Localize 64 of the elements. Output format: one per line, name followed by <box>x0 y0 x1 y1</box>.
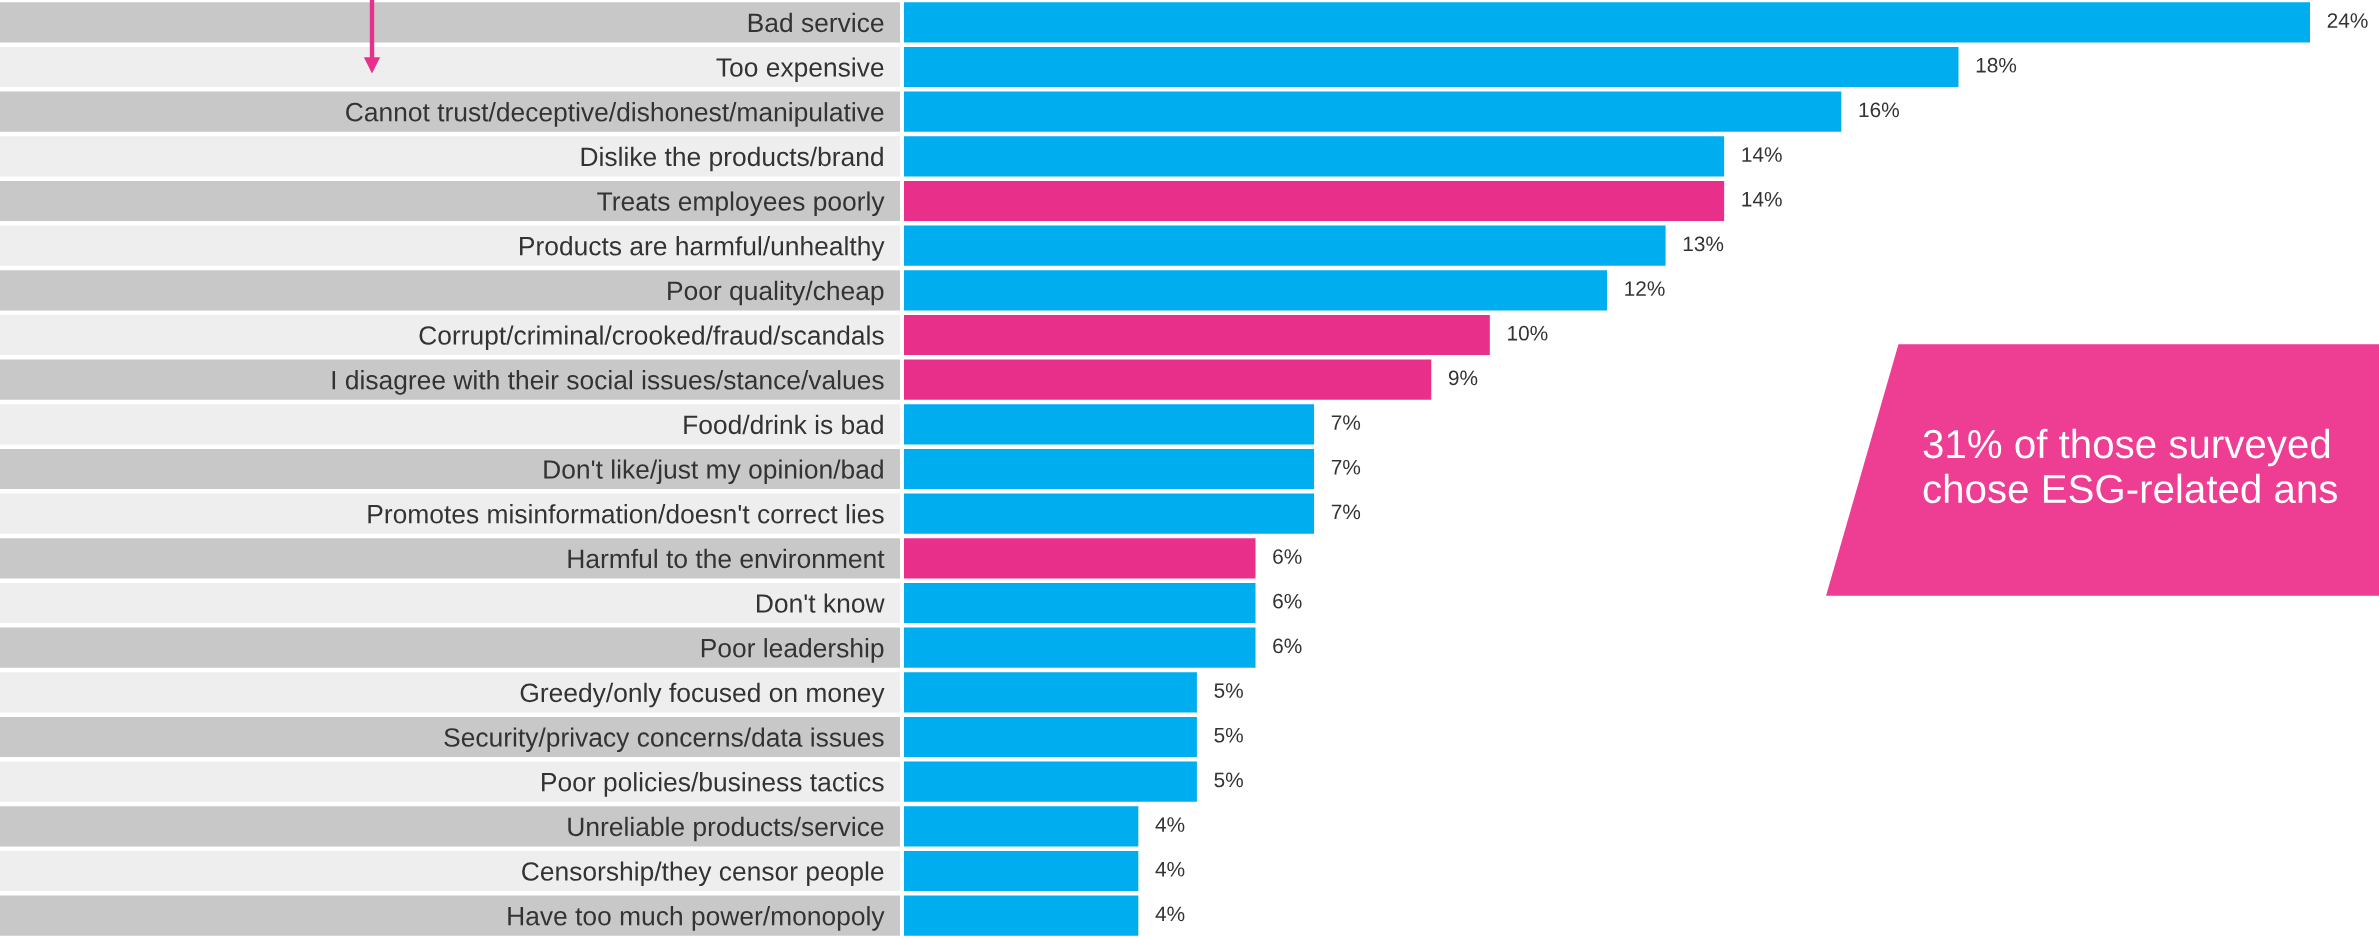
bar <box>904 359 1432 400</box>
data-label: 14% <box>1742 147 1782 162</box>
y-tick-label: Corrupt/criminal/crooked/fraud/scandals <box>419 325 884 351</box>
y-tick-label: Poor quality/cheap <box>668 280 884 306</box>
data-label: 4% <box>1155 817 1185 832</box>
bar <box>904 716 1197 758</box>
bar <box>904 761 1197 802</box>
y-tick-label: Poor policies/business tactics <box>542 772 884 797</box>
y-tick-label: Unreliable products/service <box>568 816 884 842</box>
data-label: 9% <box>1448 370 1478 386</box>
y-tick-label: Bad service <box>748 12 884 33</box>
bar <box>904 850 1139 892</box>
data-label: 6% <box>1273 638 1302 654</box>
bar <box>904 582 1256 624</box>
data-label: 14% <box>1742 191 1782 207</box>
bar <box>904 404 1315 445</box>
data-label: 4% <box>1155 906 1185 922</box>
bar <box>904 895 1139 936</box>
data-label: 4% <box>1155 861 1185 877</box>
bar <box>904 136 1725 177</box>
data-label: 6% <box>1273 549 1302 564</box>
data-label: 13% <box>1683 236 1724 252</box>
data-label: 16% <box>1859 102 1899 118</box>
y-tick-label: Food/drink is bad <box>684 414 883 435</box>
y-tick-label: Have too much power/monopoly <box>508 906 885 931</box>
data-label: 12% <box>1625 281 1665 296</box>
y-tick-label: Treats employees poorly <box>597 191 885 217</box>
y-tick-label: Security/privacy concerns/data issues <box>444 727 884 753</box>
y-tick-label: Censorship/they censor people <box>522 861 884 887</box>
y-tick-label: I disagree with their social issues/stance/values <box>332 370 884 395</box>
y-tick-label: Poor leadership <box>701 638 884 663</box>
y-tick-label: Don't like/just my opinion/bad <box>544 459 883 485</box>
data-label: 5% <box>1214 683 1243 698</box>
bar <box>904 314 1490 356</box>
data-label: 6% <box>1273 593 1302 609</box>
bar <box>904 627 1256 668</box>
bar <box>904 538 1256 579</box>
y-tick-label: Dislike the products/brand <box>581 146 883 172</box>
bar <box>904 493 1315 534</box>
y-tick-label: Too expensive <box>716 57 884 83</box>
bar <box>904 180 1725 222</box>
bar <box>904 91 1842 132</box>
bar <box>904 806 1139 847</box>
y-tick-label: Products are harmful/unhealthy <box>520 236 885 261</box>
bar <box>904 2 2310 43</box>
bar <box>904 448 1315 490</box>
bar <box>904 46 1959 88</box>
annotation: 31% of those surveyed chose ESG-related ans <box>1923 428 2337 504</box>
y-tick-label: Harmful to the environment <box>568 548 885 569</box>
y-tick-label: Promotes misinformation/doesn't correct lies <box>368 504 884 524</box>
data-label: 10% <box>1508 325 1548 341</box>
data-label: 5% <box>1214 772 1243 788</box>
data-label: 7% <box>1331 459 1361 475</box>
y-tick-label: Greedy/only focused on money <box>520 682 885 708</box>
data-label: 7% <box>1331 504 1361 520</box>
data-label: 18% <box>1976 57 2017 73</box>
bar <box>904 672 1197 713</box>
bar <box>904 270 1607 311</box>
data-label: 5% <box>1214 727 1243 743</box>
bar <box>904 225 1666 266</box>
y-tick-label: Don't know <box>757 593 885 613</box>
data-label: 24% <box>2327 13 2368 28</box>
y-tick-label: Cannot trust/deceptive/dishonest/manipulative <box>346 102 884 127</box>
data-label: 7% <box>1331 415 1361 430</box>
